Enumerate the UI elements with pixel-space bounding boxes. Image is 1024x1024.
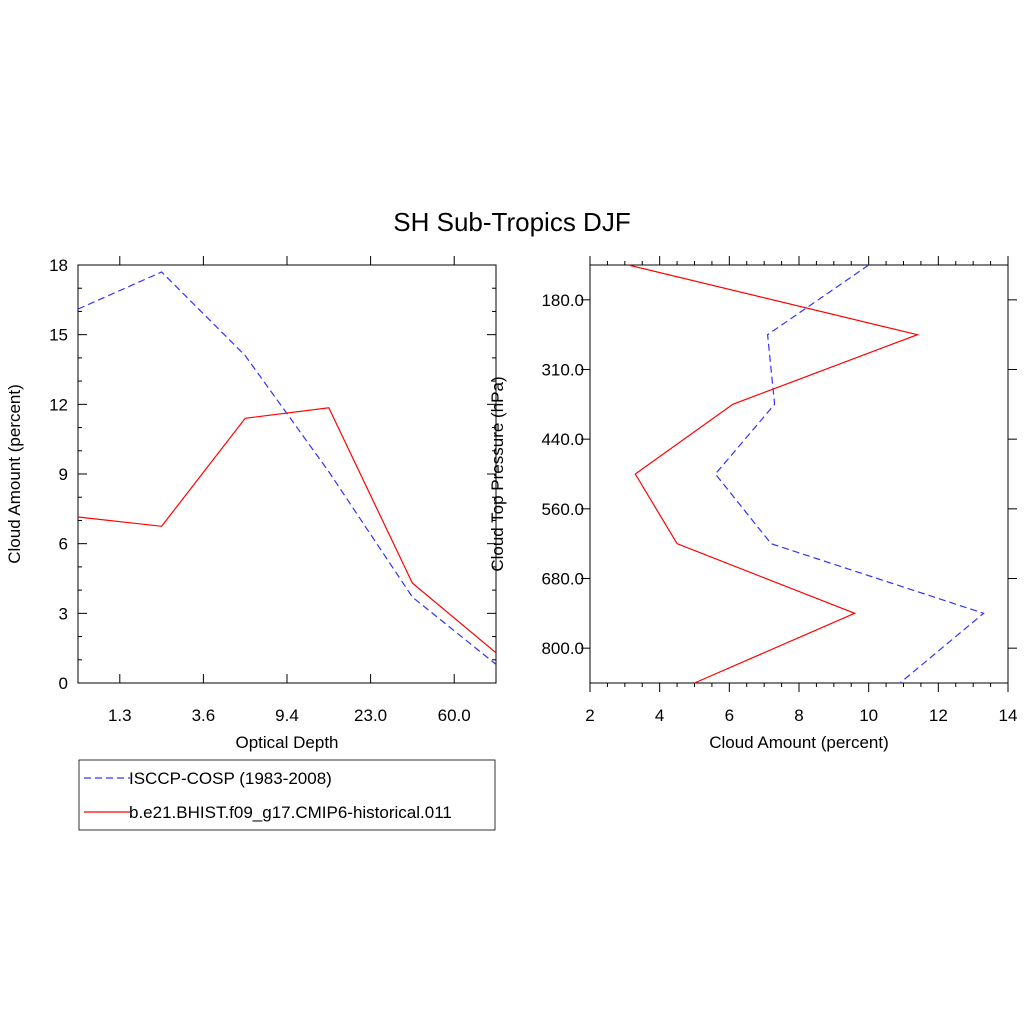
left-y-axis-label: Cloud Amount (percent) [5,384,24,564]
right-x-tick-label: 8 [794,706,803,725]
right-series-model-line [628,264,920,684]
right-y-tick-label: 680.0 [541,570,584,589]
left-x-tick-label: 60.0 [438,706,471,725]
legend-box [78,759,496,831]
right-plot-frame [589,264,1009,684]
right-x-tick-label: 6 [725,706,734,725]
right-y-axis-label: Cloud Top Pressure (hPa) [488,376,507,571]
right-x-tick-label: 14 [999,706,1018,725]
left-y-tick-label: 15 [49,326,68,345]
left-y-tick-label: 12 [49,395,68,414]
left-y-tick-label: 9 [59,465,68,484]
right-y-tick-label: 800.0 [541,639,584,658]
right-panel: 2 4 6 8 10 12 14 180.0 310.0 440.0 560.0 680.0 800.0… [488,256,1017,752]
left-y-tick-label: 0 [59,674,68,693]
left-series-isccp-line [77,271,497,665]
left-series-model-line [77,407,497,654]
left-x-tick-label: 3.6 [192,706,216,725]
right-x-tick-label: 10 [859,706,878,725]
left-x-tick-label: 23.0 [354,706,387,725]
legend: ISCCP-COSP (1983-2008) b.e21.BHIST.f09_g… [78,759,496,831]
left-y-tick-label: 6 [59,535,68,554]
right-y-tick-label: 310.0 [541,361,584,380]
left-x-tick-label: 9.4 [275,706,299,725]
right-x-tick-label: 12 [929,706,948,725]
left-y-tick-label: 3 [59,604,68,623]
left-y-tick-label: 18 [49,256,68,275]
figure-title: SH Sub-Tropics DJF [393,207,630,237]
legend-label-isccp: ISCCP-COSP (1983-2008) [129,769,332,788]
right-x-tick-label: 4 [655,706,664,725]
left-x-axis-label: Optical Depth [236,733,339,752]
right-x-tick-label: 2 [585,706,594,725]
right-x-axis-label: Cloud Amount (percent) [709,733,889,752]
left-x-tick-label: 1.3 [108,706,132,725]
legend-label-model: b.e21.BHIST.f09_g17.CMIP6-historical.011 [129,803,452,822]
left-plot-frame [77,264,497,684]
right-series-isccp-line [714,264,985,684]
left-panel: 0 3 6 9 12 15 18 1.3 3.6 9.4 23.0 60.0 Optical Dept… [5,256,497,752]
right-y-tick-label: 440.0 [541,430,584,449]
right-y-tick-label: 180.0 [541,291,584,310]
right-y-tick-label: 560.0 [541,500,584,519]
